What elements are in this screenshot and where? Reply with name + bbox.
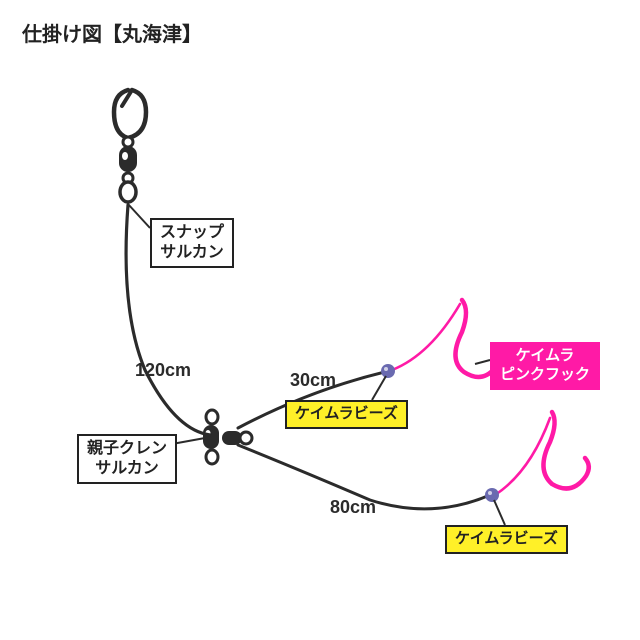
dimension-label: 120cm xyxy=(135,360,191,381)
diagram-title: 仕掛け図【丸海津】 xyxy=(22,18,202,47)
component-label: ケイムラビーズ xyxy=(285,400,408,429)
component-label: ケイムラ ピンクフック xyxy=(490,342,600,390)
dimension-label: 30cm xyxy=(290,370,336,391)
component-label: 親子クレン サルカン xyxy=(77,434,177,484)
dimension-label: 80cm xyxy=(330,497,376,518)
component-label: ケイムラビーズ xyxy=(445,525,568,554)
component-label: スナップ サルカン xyxy=(150,218,234,268)
